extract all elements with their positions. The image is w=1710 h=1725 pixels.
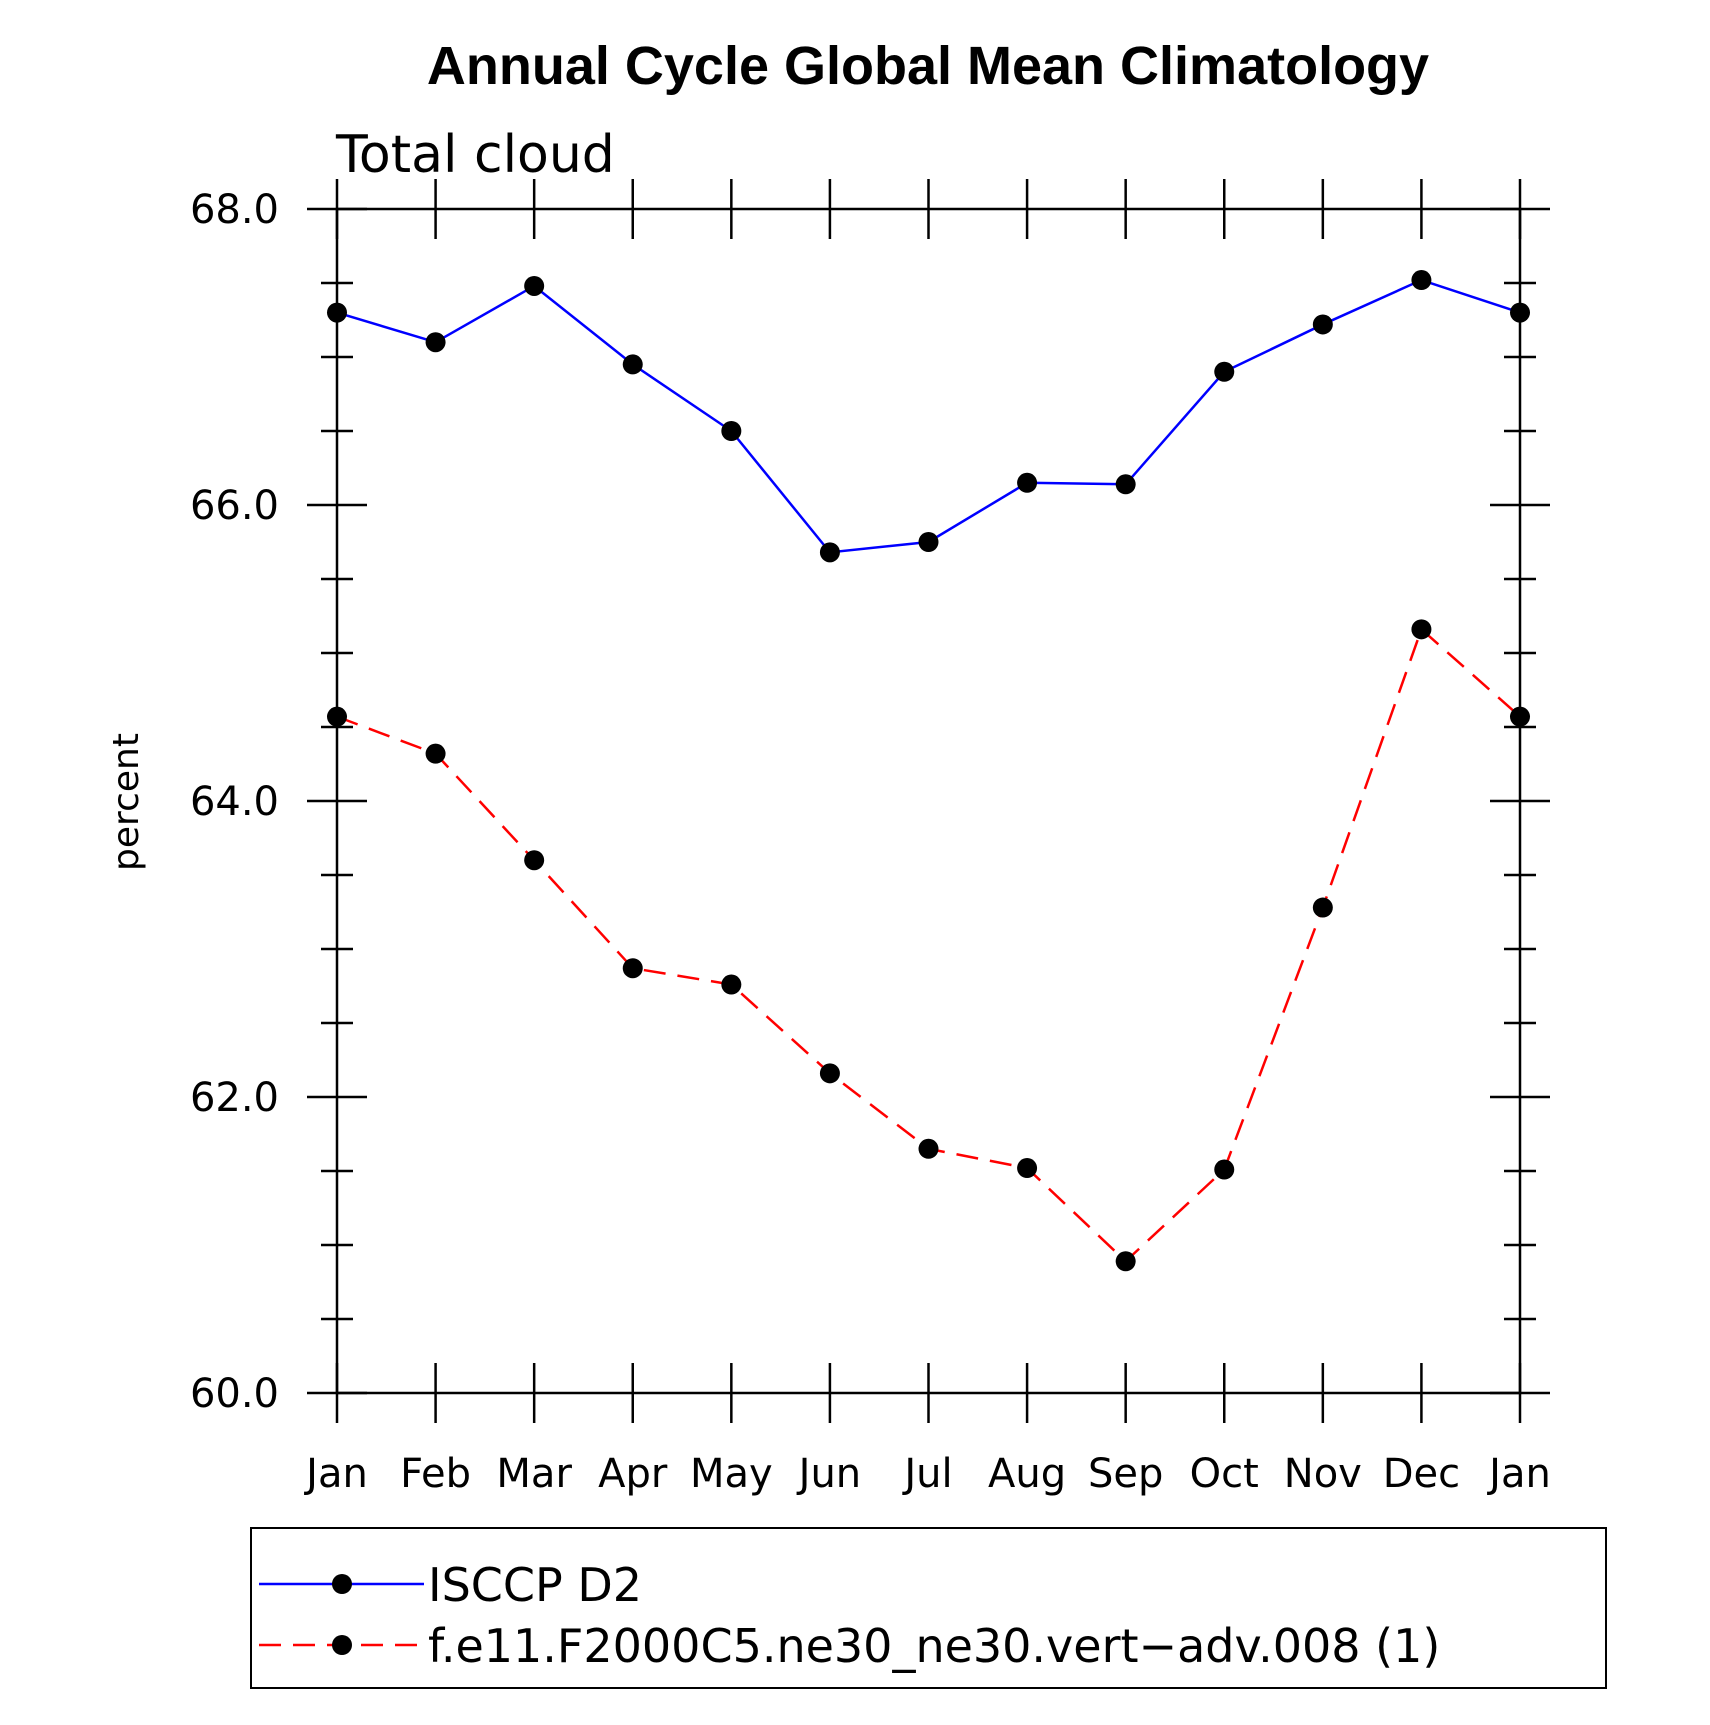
x-tick-label: Oct <box>1190 1451 1259 1497</box>
x-tick-label: Mar <box>496 1451 572 1497</box>
x-tick-label: Aug <box>988 1451 1066 1497</box>
data-point <box>1411 619 1432 640</box>
data-point <box>819 542 840 563</box>
x-tick-label: Apr <box>598 1451 668 1497</box>
data-point <box>1214 361 1235 382</box>
y-tick-label: 66.0 <box>190 483 279 529</box>
chart-subtitle: Total cloud <box>335 125 615 185</box>
tick-marks <box>307 179 1550 1423</box>
data-point <box>1017 1158 1038 1179</box>
x-tick-labels: Jan Feb Mar Apr May Jun Jul Aug Sep Oct Nov Dec Jan <box>303 1451 1551 1497</box>
legend-marker <box>332 1574 352 1594</box>
legend-marker <box>332 1635 352 1655</box>
data-point <box>524 275 545 296</box>
y-tick-labels: 60.0 62.0 64.0 66.0 68.0 <box>190 187 279 1417</box>
plot-frame <box>335 207 1522 1395</box>
x-tick-label: May <box>690 1451 773 1497</box>
y-tick-label: 62.0 <box>190 1075 279 1121</box>
data-point <box>918 1138 939 1159</box>
data-point <box>1312 897 1333 918</box>
y-axis-label: percent <box>106 733 147 871</box>
legend-item: f.e11.F2000C5.ne30_ne30.vert−adv.008 (1) <box>259 1619 1440 1673</box>
series-1 <box>327 619 1530 1272</box>
data-point <box>721 974 742 995</box>
data-point <box>425 332 446 353</box>
data-point <box>1312 314 1333 335</box>
legend-items: ISCCP D2 f.e11.F2000C5.ne30_ne30.vert−adv… <box>259 1558 1440 1673</box>
legend-item: ISCCP D2 <box>259 1558 642 1612</box>
chart-title: Annual Cycle Global Mean Climatology <box>427 36 1429 96</box>
data-point <box>1115 474 1136 495</box>
data-point <box>1411 270 1432 291</box>
y-tick-label: 68.0 <box>190 187 279 233</box>
series-line <box>336 278 1521 554</box>
data-point <box>819 1063 840 1084</box>
legend: ISCCP D2 f.e11.F2000C5.ne30_ne30.vert−adv… <box>250 1527 1607 1689</box>
x-tick-label: Dec <box>1383 1451 1460 1497</box>
y-tick-label: 64.0 <box>190 779 279 825</box>
legend-label: f.e11.F2000C5.ne30_ne30.vert−adv.008 (1) <box>428 1619 1440 1673</box>
data-point <box>425 743 446 764</box>
series-layer <box>327 270 1530 1272</box>
data-point <box>524 850 545 871</box>
data-point <box>1115 1251 1136 1272</box>
y-tick-label: 60.0 <box>190 1371 279 1417</box>
x-tick-label: Nov <box>1284 1451 1362 1497</box>
x-tick-label: Jun <box>796 1451 862 1497</box>
x-tick-label: Jul <box>901 1451 952 1497</box>
data-point <box>1214 1159 1235 1180</box>
data-point <box>1017 472 1038 493</box>
legend-label: ISCCP D2 <box>428 1558 642 1612</box>
legend-box <box>250 1527 1607 1689</box>
x-tick-label: Jan <box>1486 1451 1551 1497</box>
series-line <box>336 627 1521 1263</box>
data-point <box>918 532 939 552</box>
data-point <box>622 354 643 375</box>
x-tick-label: Feb <box>400 1451 471 1497</box>
data-point <box>721 421 742 441</box>
x-tick-label: Jan <box>303 1451 368 1497</box>
series-0 <box>327 270 1530 563</box>
data-point <box>622 958 643 979</box>
x-tick-label: Sep <box>1088 1451 1163 1497</box>
